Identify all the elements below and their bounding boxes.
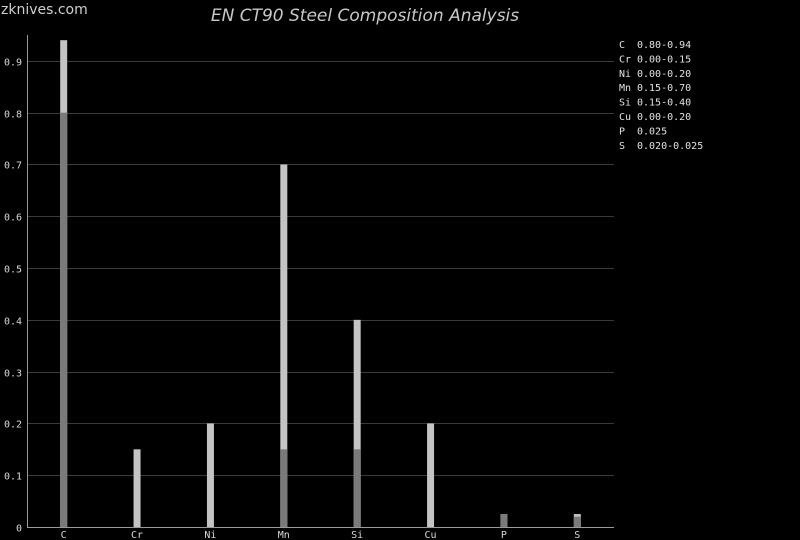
legend-value-s: 0.020-0.025 — [637, 141, 703, 152]
legend-element-p: P — [619, 126, 625, 137]
y-tick-label: 0.2 — [4, 420, 22, 431]
y-tick-label: 0.3 — [4, 369, 22, 380]
x-tick-label: P — [501, 530, 507, 540]
legend-element-cr: Cr — [619, 54, 631, 65]
y-tick-label: 0.4 — [4, 317, 22, 328]
y-tick-label: 0.8 — [4, 110, 22, 121]
legend-value-ni: 0.00-0.20 — [637, 69, 691, 80]
legend-element-cu: Cu — [619, 112, 631, 123]
legend-element-mn: Mn — [619, 83, 631, 94]
x-tick-label: Ni — [204, 530, 216, 540]
x-tick-label: Cu — [425, 530, 437, 540]
watermark: zknives.com — [1, 2, 88, 18]
y-tick-label: 0.9 — [4, 58, 22, 69]
y-tick-label: 0 — [16, 524, 22, 535]
bar-max-si — [353, 319, 361, 527]
y-tick-label: 0.1 — [4, 472, 22, 483]
bar-min-p — [500, 514, 508, 527]
bars — [60, 40, 581, 528]
bar-min-s — [573, 516, 581, 527]
legend-value-cr: 0.00-0.15 — [637, 54, 691, 65]
bar-min-c — [60, 112, 68, 528]
chart-title: EN CT90 Steel Composition Analysis — [211, 6, 519, 26]
bar-min-mn — [280, 449, 288, 527]
legend-element-c: C — [619, 40, 625, 51]
legend-element-si: Si — [619, 98, 631, 109]
legend-element-s: S — [619, 141, 625, 152]
axes: 0 0.1 0.2 0.3 0.4 0.5 0.6 0.7 0.8 0.9 C Cr Ni Mn Si Cu P… — [4, 35, 614, 540]
grid — [27, 61, 614, 476]
legend-value-si: 0.15-0.40 — [637, 98, 691, 109]
legend: C 0.80-0.94 Cr 0.00-0.15 Ni 0.00-0.20 Mn 0.15-0… — [619, 40, 703, 152]
legend-element-ni: Ni — [619, 69, 631, 80]
x-tick-label: Si — [351, 530, 363, 540]
legend-value-cu: 0.00-0.20 — [637, 112, 691, 123]
legend-value-c: 0.80-0.94 — [637, 40, 691, 51]
y-tick-label: 0.5 — [4, 265, 22, 276]
bar-min-si — [353, 449, 361, 527]
x-tick-label: Cr — [131, 530, 143, 540]
bar-max-cr — [133, 449, 141, 527]
legend-value-p: 0.025 — [637, 126, 667, 137]
x-tick-label: Mn — [278, 530, 290, 540]
y-tick-label: 0.7 — [4, 161, 22, 172]
x-tick-label: S — [574, 530, 580, 540]
bar-max-mn — [280, 164, 288, 527]
legend-value-mn: 0.15-0.70 — [637, 83, 691, 94]
y-tick-label: 0.6 — [4, 213, 22, 224]
x-tick-label: C — [61, 530, 67, 540]
bar-max-cu — [427, 423, 435, 527]
bar-max-ni — [206, 423, 214, 527]
